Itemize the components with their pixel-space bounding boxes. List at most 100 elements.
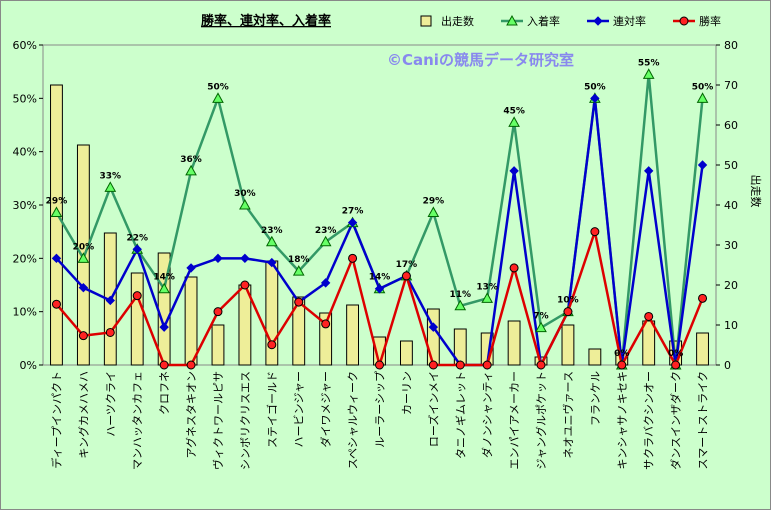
data-label: 0%	[668, 349, 683, 359]
circle-marker	[536, 360, 546, 370]
diamond-marker	[51, 253, 62, 264]
diamond-marker	[593, 16, 603, 26]
triangle-marker	[292, 265, 305, 276]
y-left-tick-label: 60%	[13, 39, 37, 52]
y-right-tick-label: 40	[724, 199, 738, 212]
triangle-marker	[427, 206, 440, 217]
data-label: 17%	[396, 260, 418, 270]
diamond-marker	[509, 166, 519, 176]
y-right-tick-label: 60	[724, 119, 738, 132]
category-label: アグネスタキオン	[184, 371, 198, 458]
triangle-marker	[104, 181, 117, 192]
bar	[696, 332, 709, 366]
bar	[184, 276, 198, 366]
circle-marker	[105, 327, 115, 337]
data-label: 45%	[503, 106, 525, 116]
category-label: エンパイアメーカー	[508, 371, 521, 469]
bar	[211, 324, 225, 366]
data-label: 33%	[100, 171, 122, 181]
diamond-marker	[105, 295, 116, 306]
triangle-marker	[212, 92, 224, 103]
data-label: 7%	[533, 312, 548, 322]
triangle-marker	[642, 68, 655, 79]
triangle-marker	[454, 299, 467, 311]
category-label: ダイワメジャー	[319, 371, 333, 447]
circle-marker	[455, 360, 465, 370]
y-left-tick-label: 0%	[20, 359, 37, 372]
circle-marker	[267, 340, 277, 350]
y-right-tick-label: 50	[724, 159, 738, 172]
bar	[507, 320, 521, 366]
legend-swatch	[420, 15, 432, 27]
bar	[561, 324, 575, 366]
circle-marker	[159, 360, 169, 370]
circle-marker	[671, 360, 681, 370]
data-label: 50%	[207, 82, 229, 92]
category-label: キングカメハメハ	[76, 371, 90, 459]
data-label: 23%	[261, 226, 283, 236]
category-label: ルーラーシップ	[374, 371, 387, 448]
y-right-tick-label: 70	[724, 79, 738, 92]
data-label: 14%	[153, 273, 175, 283]
circle-marker	[321, 319, 331, 329]
bar	[292, 296, 306, 366]
triangle-marker	[508, 116, 520, 127]
circle-marker	[213, 307, 223, 317]
category-label: マンハッタンカフェ	[131, 371, 144, 470]
y-left-tick-label: 10%	[13, 306, 37, 319]
circle-marker	[563, 307, 573, 317]
circle-marker	[590, 227, 600, 237]
y-right-tick-label: 30	[724, 239, 738, 252]
diamond-marker	[267, 257, 277, 268]
bar	[50, 84, 63, 366]
diamond-marker	[374, 284, 385, 294]
data-label: 23%	[315, 226, 337, 236]
category-label: シンボリクリスエス	[239, 371, 252, 470]
circle-marker	[348, 253, 358, 263]
category-label: ローズインメイ	[426, 371, 440, 447]
circle-marker	[132, 291, 142, 301]
diamond-marker	[78, 282, 89, 293]
y-right-tick-label: 10	[724, 319, 738, 332]
triangle-marker	[158, 282, 170, 294]
data-label: 18%	[288, 255, 310, 265]
category-label: ダンスインザダーク	[669, 371, 683, 470]
bar	[319, 312, 333, 366]
category-label: フランケル	[589, 371, 602, 426]
data-label: 27%	[342, 207, 364, 217]
diamond-marker	[159, 322, 169, 332]
circle-marker	[186, 360, 196, 370]
bar	[130, 272, 144, 366]
y-left-tick-label: 20%	[13, 252, 37, 265]
category-label: ハーツクライ	[104, 371, 117, 437]
category-label: キンシャサノキセキ	[616, 371, 629, 469]
triangle-marker	[265, 235, 278, 247]
category-label: ステイゴールド	[265, 371, 279, 448]
y-right-tick-label: 20	[724, 279, 738, 292]
triangle-marker	[535, 321, 547, 333]
diamond-marker	[186, 263, 196, 273]
circle-marker	[679, 16, 689, 26]
category-label: ハービンジャー	[293, 371, 306, 447]
diamond-marker	[590, 93, 600, 104]
y-right-axis-label: 出走数	[749, 175, 763, 208]
diamond-marker	[697, 160, 708, 170]
data-label: 55%	[638, 58, 660, 68]
circle-marker	[617, 360, 627, 370]
bar	[588, 348, 602, 366]
category-label: ジャングルポケット	[534, 371, 548, 469]
category-label: サクラバクシンオー	[643, 371, 656, 470]
data-label: 20%	[73, 242, 95, 252]
chart-title: 勝率、連対率、入着率	[201, 13, 331, 29]
data-label: 30%	[234, 189, 256, 199]
triangle-marker	[239, 198, 251, 210]
triangle-marker	[50, 206, 63, 217]
category-label: ヴィクトワールピサ	[211, 371, 225, 470]
data-label: 50%	[584, 82, 606, 92]
data-label: 29%	[46, 196, 68, 206]
y-left-tick-label: 30%	[13, 199, 37, 212]
bar	[346, 304, 360, 366]
bar	[399, 340, 413, 366]
